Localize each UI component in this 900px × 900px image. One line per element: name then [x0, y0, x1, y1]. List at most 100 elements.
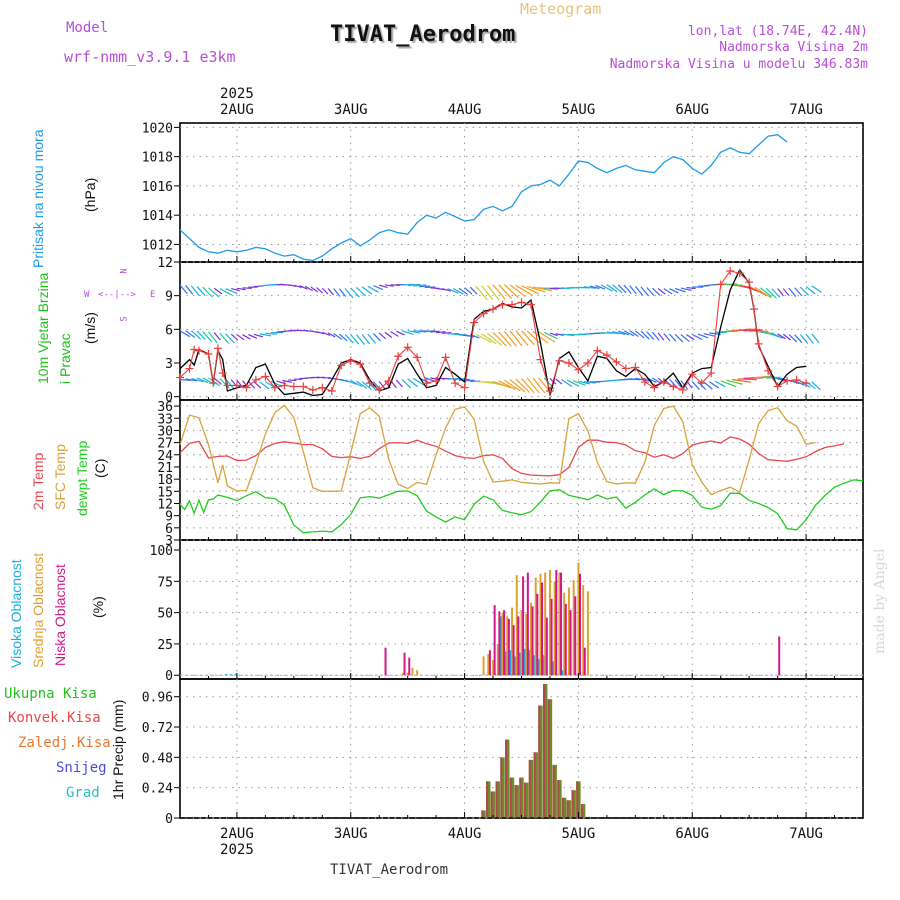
cloud-bar-visoka-oblacnost: [509, 650, 512, 676]
wind-barb: [322, 331, 331, 336]
date-label-bottom: 5AUG: [562, 826, 596, 842]
wind-barb: [527, 285, 546, 293]
precip-bar-convective: [509, 777, 512, 818]
wind-barb: [600, 284, 614, 292]
wind-barb: [799, 334, 809, 344]
wind-barb: [247, 380, 256, 389]
wind-barb: [623, 284, 632, 294]
observed-wind-marker: [564, 358, 573, 367]
model-name: wrf-nmm_v3.9.1 e3km: [64, 48, 236, 66]
wind-barb: [629, 285, 637, 295]
wind-barb: [708, 381, 720, 389]
wind-barb: [390, 331, 399, 337]
wind-barb: [367, 333, 377, 344]
wind-barb: [225, 333, 235, 344]
wind-barb: [458, 287, 469, 295]
wind-barb: [754, 375, 774, 379]
barbs-layer: [179, 283, 822, 394]
wind-barb: [538, 331, 556, 343]
wind-barb: [646, 331, 655, 341]
wind-barb: [361, 334, 371, 345]
wind-barb: [503, 330, 517, 347]
wind-barb: [327, 288, 334, 296]
wind-barb: [236, 334, 245, 341]
wind-barb: [202, 330, 213, 343]
cloud-bar-srednja-oblacnost: [534, 577, 537, 676]
wind-barb: [401, 283, 415, 286]
wind-barb: [674, 379, 683, 389]
wind-barb: [509, 284, 526, 298]
wind-barb: [515, 330, 529, 346]
cloud-bar-niska-oblacnost: [493, 605, 496, 676]
observed-wind-marker: [460, 383, 469, 392]
observed-wind-marker: [384, 376, 393, 385]
wind-barb: [395, 379, 403, 388]
wind-barb: [811, 381, 821, 391]
wind-barb: [504, 284, 519, 299]
year-label-top: 2025: [220, 86, 254, 102]
ytick-label-clouds: 0: [165, 669, 173, 684]
wind-barb: [498, 331, 512, 347]
wind-barb: [492, 284, 506, 300]
cloud-bar-srednja-oblacnost: [482, 656, 485, 676]
wind-barb: [378, 332, 387, 340]
series-layer: [176, 135, 864, 819]
precip-bar-convective: [561, 797, 564, 818]
observed-wind-marker: [318, 383, 327, 392]
wind-barb: [544, 331, 558, 340]
wind-label: 10m Vjetar Brzina i Pravac: [35, 272, 73, 384]
wind-barb: [521, 285, 540, 295]
wind-barb: [179, 330, 191, 338]
wind-barb: [555, 333, 564, 336]
wind-barb: [509, 379, 526, 393]
wind-barb: [452, 288, 464, 295]
observed-wind-marker: [403, 343, 412, 352]
observed-wind-marker: [261, 372, 270, 381]
wind-barb: [805, 333, 814, 344]
precip-bar-convective: [514, 785, 517, 818]
temp2m-label: 2m Temp: [30, 452, 46, 510]
precip-bar-total: [486, 781, 491, 818]
precip-bar-total: [514, 785, 519, 818]
wind-barb: [640, 330, 650, 340]
wind-barb: [356, 287, 367, 297]
cloud-bar-niska-oblacnost: [507, 618, 510, 676]
observed-wind-marker: [545, 387, 554, 396]
wind-barb: [379, 284, 388, 289]
wind-barb: [634, 285, 643, 296]
wind-barb: [691, 333, 703, 340]
ytick-label-temperature: 6: [165, 522, 173, 537]
wind-barb: [481, 333, 497, 345]
wind-barb: [407, 330, 421, 334]
wind-barb: [338, 288, 347, 297]
wind-barb: [486, 332, 502, 346]
precip-unit: (mm): [110, 699, 126, 733]
cloud-bar-srednja-oblacnost: [406, 672, 409, 676]
observed-wind-marker: [517, 298, 526, 307]
wind-barb: [760, 287, 773, 298]
observed-wind-marker: [470, 318, 479, 327]
observed-wind-marker: [726, 266, 735, 275]
wind-barb: [430, 330, 440, 333]
wind-barb: [788, 287, 797, 297]
cloud-bar-srednja-oblacnost: [492, 660, 495, 676]
wind-barb: [805, 286, 816, 295]
observed-wind-marker: [583, 358, 592, 367]
cloud-bar-visoka-oblacnost: [523, 648, 526, 676]
observed-wind-marker: [432, 376, 441, 385]
compass-east: E: [150, 290, 156, 300]
footer-station: TIVAT_Aerodrom: [330, 862, 449, 878]
cloud-bar-niska-oblacnost: [541, 582, 544, 676]
wind-barb: [373, 285, 384, 291]
model-altitude-label: Nadmorska Visina u modelu 346.83m: [609, 57, 868, 72]
precip-bar-convective: [495, 781, 498, 818]
wind-barb: [612, 330, 626, 335]
cloud-bar-visoka-oblacnost: [561, 670, 564, 676]
panel-frames: [179, 122, 864, 819]
cloud-bar-srednja-oblacnost: [582, 585, 585, 676]
ytick-label-wind: 3: [165, 357, 173, 372]
observed-wind-marker: [194, 346, 203, 355]
observed-wind-marker: [451, 379, 460, 388]
ytick-label-temperature: 18: [157, 473, 173, 488]
